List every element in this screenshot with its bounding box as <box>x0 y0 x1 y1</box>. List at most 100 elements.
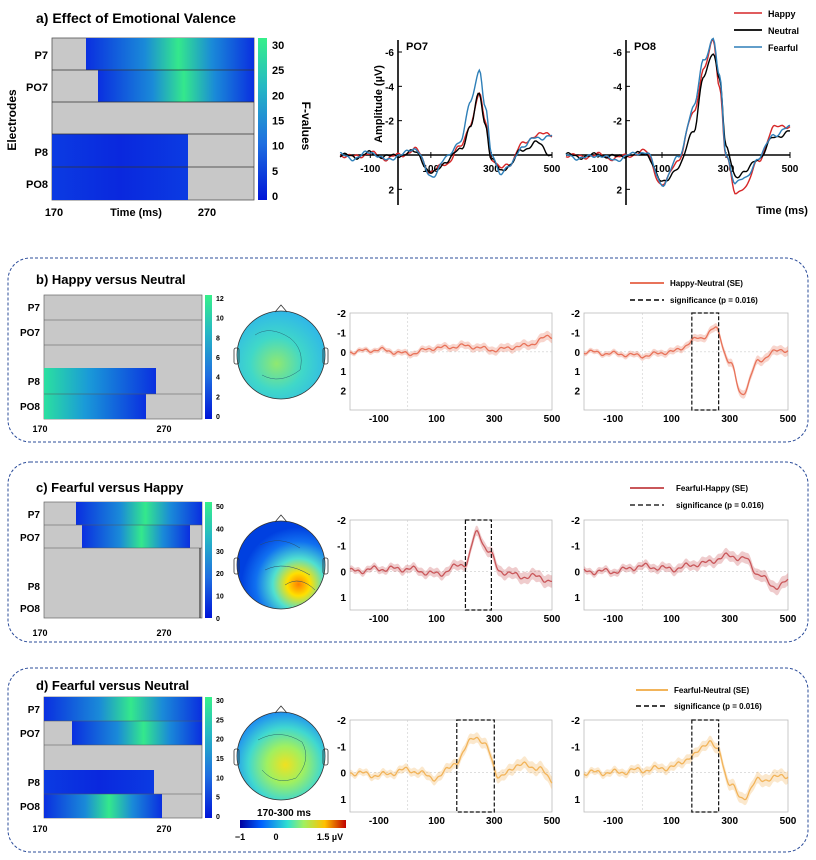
colorbar-tick-label: 25 <box>272 65 284 77</box>
heatmap-a-label-p8: P8 <box>35 147 48 159</box>
colorbar-b-ticks: 12 10 8 6 4 2 0 <box>216 296 224 421</box>
plot-frame <box>583 719 789 813</box>
y-tick-label: -2 <box>571 309 580 320</box>
colorbar-tick-label: 10 <box>216 316 224 323</box>
heatmap-a: P7 PO7 P8 PO8 Electrodes 170 Time (ms) 2… <box>5 37 313 219</box>
colorbar-tick-label: 10 <box>272 141 284 153</box>
x-tick-label: 100 <box>428 614 445 625</box>
y-tick-label: -2 <box>337 516 346 527</box>
x-tick-label: 300 <box>721 816 738 827</box>
erp-series-fearful <box>339 68 553 178</box>
topomap-d-scale-zero: 0 <box>273 832 278 842</box>
colorbar-tick-label: 2 <box>216 394 220 401</box>
y-tick-label: -2 <box>337 309 346 320</box>
erp-series-happy <box>339 91 553 174</box>
colorbar-tick-label: 0 <box>216 414 220 421</box>
difference-wave <box>349 334 553 357</box>
topomap-b <box>233 304 329 400</box>
heatmap-a-row-po8 <box>52 167 188 200</box>
y-tick-label: 1 <box>340 795 346 806</box>
heatmap-c-label-p7: P7 <box>28 510 41 521</box>
topomap-c <box>233 514 329 610</box>
x-tick-label: -100 <box>588 164 608 175</box>
erp-series-neutral <box>565 53 791 182</box>
x-tick-label: 500 <box>544 816 561 827</box>
heatmap-d-xtick-170: 170 <box>32 824 47 834</box>
x-tick-label: -100 <box>603 816 623 827</box>
heatmap-d-label-p8: P8 <box>28 778 41 789</box>
plot-frame <box>349 719 553 813</box>
x-tick-label: 500 <box>544 164 561 175</box>
heatmap-b-label-po8: PO8 <box>20 402 40 413</box>
heatmap-c-xtick-270: 270 <box>156 628 171 638</box>
y-tick-label: -6 <box>385 48 394 59</box>
heatmap-c-label-po7: PO7 <box>20 533 40 544</box>
x-tick-label: 300 <box>483 164 500 175</box>
heatmap-d-row-po8 <box>44 794 162 818</box>
heatmap-c-label-p8: P8 <box>28 582 41 593</box>
colorbar-a-label: F-values <box>299 102 313 151</box>
legend-b-sig: significance (p = 0.016) <box>670 296 758 305</box>
y-tick-label: -1 <box>571 742 580 753</box>
plot-frame <box>349 519 553 611</box>
colorbar-tick-label: 25 <box>216 717 224 724</box>
y-tick-label: -2 <box>337 716 346 727</box>
y-tick-label: 1 <box>340 367 346 378</box>
colorbar-a <box>258 38 267 200</box>
colorbar-tick-label: 20 <box>216 737 224 744</box>
diff-plot-d-1: -2 -1 0 1 -100 100 300 500 <box>337 716 561 827</box>
heatmap-b-label-p7: P7 <box>28 303 41 314</box>
y-tick-label: 2 <box>616 185 622 196</box>
panel-d-title: d) Fearful versus Neutral <box>36 678 189 693</box>
colorbar-tick-label: 0 <box>272 191 278 203</box>
diff-plot-c-1: -2 -1 0 1 -100 100 300 500 <box>337 516 561 625</box>
colorbar-tick-label: 6 <box>216 355 220 362</box>
plot-frame <box>349 312 553 411</box>
legend-c: Fearful-Happy (SE) significance (p = 0.0… <box>630 484 764 510</box>
erp-series-fearful <box>565 37 791 188</box>
x-tick-label: 100 <box>663 816 680 827</box>
y-tick-label: 1 <box>340 593 346 604</box>
x-tick-label: 500 <box>780 414 797 425</box>
y-tick-label: 0 <box>340 348 346 359</box>
colorbar-tick-label: 12 <box>216 296 224 303</box>
y-tick-label: 1 <box>574 795 580 806</box>
y-tick-label: -2 <box>613 117 622 128</box>
difference-wave <box>583 326 789 396</box>
plot-frame <box>583 519 789 611</box>
heatmap-c: P7 PO7 P8 PO8 170 270 50 40 30 20 10 0 <box>20 501 224 638</box>
heatmap-a-xlabel: Time (ms) <box>110 207 162 219</box>
y-tick-label: 2 <box>340 387 346 398</box>
x-tick-label: -100 <box>603 414 623 425</box>
colorbar-tick-label: 5 <box>216 795 220 802</box>
legend-c-sig: significance (p = 0.016) <box>676 501 764 510</box>
difference-wave <box>349 529 552 583</box>
colorbar-tick-label: 8 <box>216 335 220 342</box>
colorbar-d-ticks: 30 25 20 15 10 5 0 <box>216 698 224 821</box>
colorbar-b <box>205 295 212 419</box>
heatmap-d-label-po7: PO7 <box>20 729 40 740</box>
x-tick-label: 500 <box>780 614 797 625</box>
legend-d-label: Fearful-Neutral (SE) <box>674 686 749 695</box>
x-tick-label: 100 <box>428 816 445 827</box>
heatmap-d-row-po7 <box>72 721 202 745</box>
legend-a: Happy Neutral Fearful <box>734 9 799 53</box>
panel-c-title: c) Fearful versus Happy <box>36 480 184 495</box>
colorbar-tick-label: 30 <box>216 698 224 705</box>
panel-a-title: a) Effect of Emotional Valence <box>36 10 236 26</box>
x-tick-label: -100 <box>369 816 389 827</box>
se-band <box>584 735 788 806</box>
y-tick-label: -2 <box>571 716 580 727</box>
heatmap-a-row-p7 <box>86 38 254 70</box>
colorbar-tick-label: 50 <box>216 504 224 511</box>
colorbar-tick-label: 20 <box>216 571 224 578</box>
topomap-d-scale-max: 1.5 µV <box>317 832 343 842</box>
y-tick-label: -1 <box>337 542 346 553</box>
y-tick-label: 1 <box>574 367 580 378</box>
colorbar-tick-label: 10 <box>216 775 224 782</box>
se-band <box>350 330 552 359</box>
diff-plot-b-2: -2 -1 0 1 2 -100 100 300 500 <box>571 309 797 425</box>
heatmap-d-xtick-270: 270 <box>156 824 171 834</box>
colorbar-d <box>205 697 212 818</box>
